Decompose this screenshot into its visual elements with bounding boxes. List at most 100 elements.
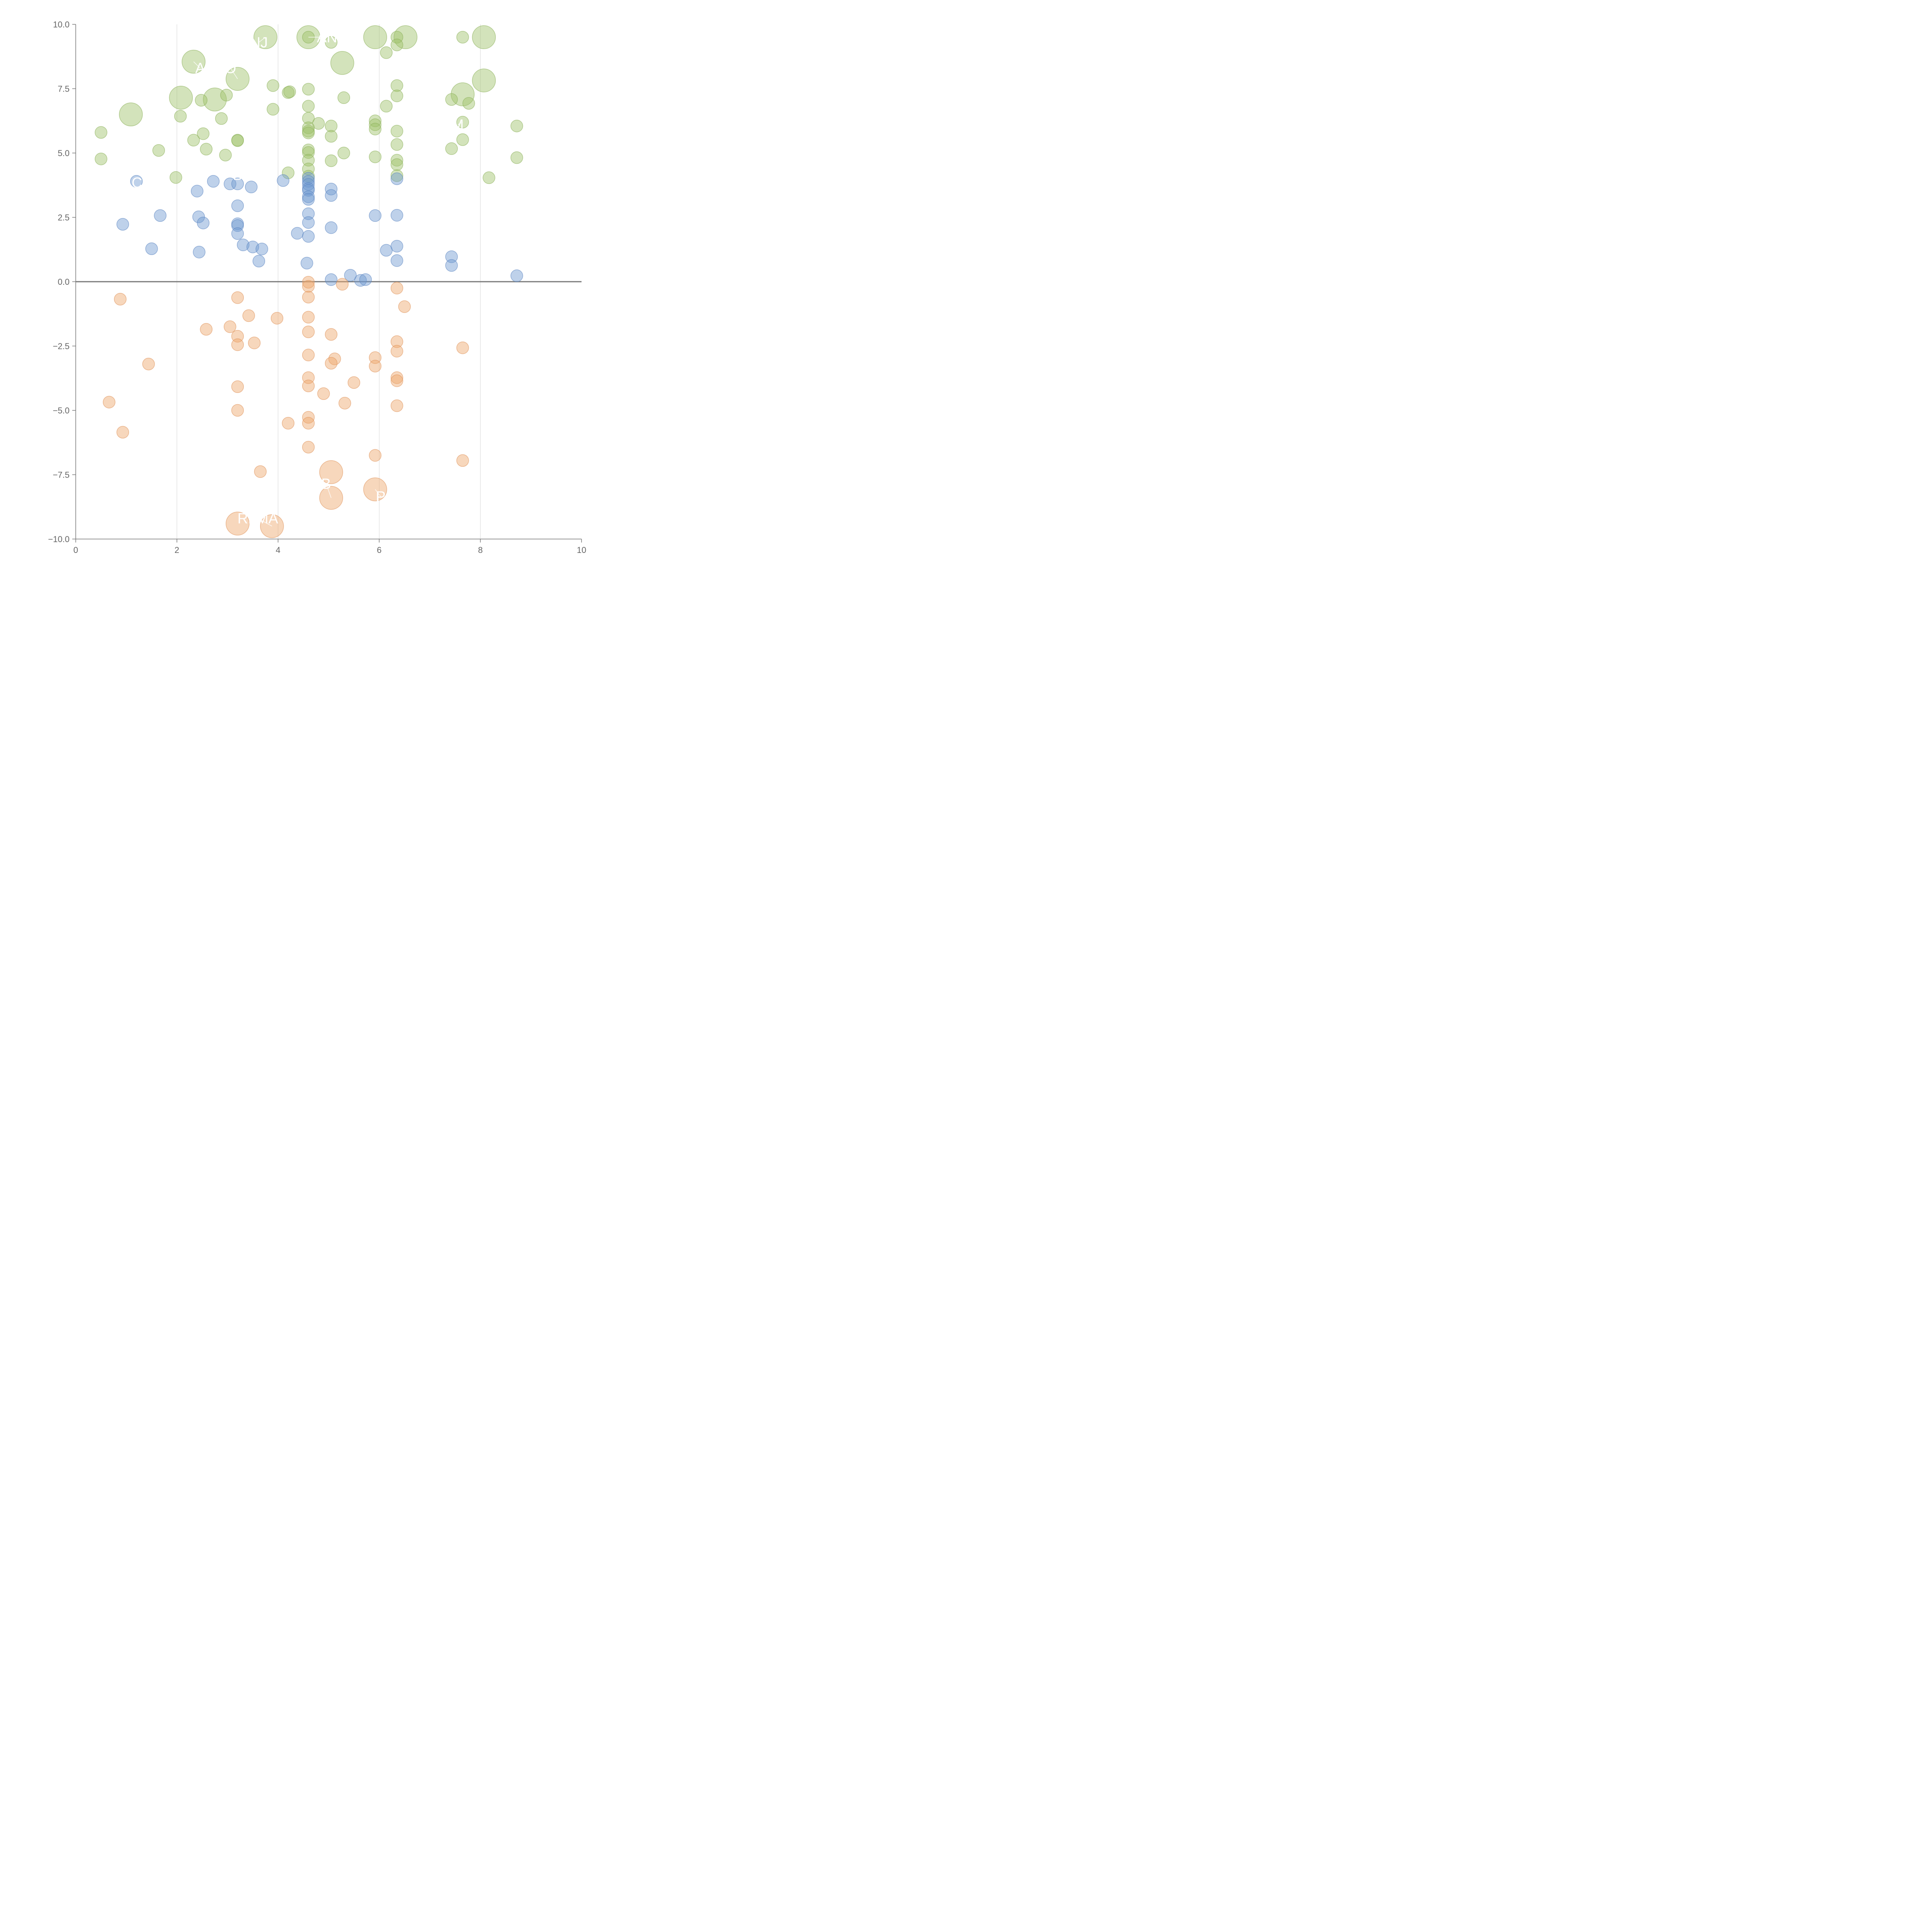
orange-point xyxy=(270,312,284,325)
blue-point xyxy=(231,227,244,240)
blue-point xyxy=(302,193,315,206)
y-tick-label: 10.0 xyxy=(53,20,70,29)
green-point xyxy=(302,112,315,125)
orange-point xyxy=(328,352,341,366)
green-point xyxy=(119,102,143,126)
blue-point xyxy=(325,182,338,196)
green-point xyxy=(472,25,496,49)
orange-point xyxy=(242,309,255,322)
green-point xyxy=(390,154,403,167)
label-leader-line xyxy=(230,68,238,79)
green-point xyxy=(95,126,107,139)
green-point xyxy=(393,25,418,49)
green-point xyxy=(325,154,338,167)
orange-point xyxy=(325,328,338,341)
blue-point xyxy=(116,218,129,231)
green-point xyxy=(302,143,315,156)
green-point xyxy=(380,100,393,113)
blue-point xyxy=(190,185,204,197)
green-point xyxy=(325,119,338,133)
green-point xyxy=(187,134,200,146)
point-label: C xyxy=(132,175,142,191)
blue-point xyxy=(291,227,304,240)
green-point xyxy=(282,167,295,179)
label-leader-line xyxy=(457,122,463,125)
blue-point xyxy=(302,184,315,197)
green-point xyxy=(390,31,403,44)
scatter-chart: 0 2 4 6 8 10 10.0 7.5 5.0 2.5 0.0 −2.5 −5.0 −7.5 −10.0… xyxy=(0,0,603,603)
orange-point xyxy=(103,396,116,408)
blue-point xyxy=(369,209,382,222)
orange-point xyxy=(231,338,244,351)
blue-point xyxy=(231,199,244,212)
green-point xyxy=(472,68,496,92)
green-point xyxy=(445,93,458,106)
point-label: O xyxy=(225,60,236,77)
blue-point xyxy=(237,238,250,252)
green-point xyxy=(380,46,393,59)
blue-point xyxy=(302,175,315,188)
green-point xyxy=(220,88,233,102)
x-tick-label: 0 xyxy=(73,545,78,555)
blue-point xyxy=(354,274,367,287)
blue-point xyxy=(380,244,393,257)
green-point xyxy=(337,146,350,160)
x-tick-label: 6 xyxy=(377,545,381,555)
green-point xyxy=(483,171,495,184)
point-label: B xyxy=(321,476,331,492)
orange-point xyxy=(338,397,351,410)
label-leader-line xyxy=(257,518,272,527)
orange-point xyxy=(302,440,315,454)
blue-point xyxy=(302,216,315,229)
blue-point xyxy=(302,190,315,203)
blue-point xyxy=(359,273,372,286)
orange-point xyxy=(369,449,382,462)
point-labels: NJ AN A O M B C B P RLMA xyxy=(132,29,464,527)
blue-point xyxy=(344,269,357,282)
orange-point xyxy=(302,311,315,324)
green-point xyxy=(283,85,296,98)
green-point xyxy=(369,150,382,163)
green-point xyxy=(152,144,165,157)
green-point xyxy=(456,31,469,44)
orange-point xyxy=(231,291,244,304)
orange-point xyxy=(116,426,129,439)
green-point xyxy=(302,100,315,113)
orange-point xyxy=(231,404,244,417)
green-point xyxy=(451,82,475,106)
blue-point xyxy=(255,243,268,255)
blue-point xyxy=(197,216,210,230)
orange-point xyxy=(231,380,244,393)
orange-point xyxy=(456,454,469,467)
blue-point xyxy=(145,242,158,255)
data-points xyxy=(95,25,523,538)
x-tick-label: 8 xyxy=(478,545,483,555)
point-label: RLMA xyxy=(237,511,278,527)
blue-point xyxy=(231,177,244,190)
blue-point xyxy=(325,189,338,202)
y-tick-label: −7.5 xyxy=(53,470,70,480)
label-leader-line xyxy=(193,61,201,68)
green-point xyxy=(390,138,403,151)
green-point xyxy=(302,126,315,139)
blue-point xyxy=(193,246,206,259)
blue-point xyxy=(300,257,313,270)
green-point xyxy=(219,149,232,162)
green-point xyxy=(302,163,315,175)
point-label: B xyxy=(233,167,242,184)
green-point xyxy=(197,127,210,140)
green-point xyxy=(302,154,315,167)
green-point xyxy=(390,125,403,138)
x-tick-label: 10 xyxy=(577,545,586,555)
green-point xyxy=(369,122,382,136)
blue-point xyxy=(154,209,167,222)
green-point xyxy=(195,94,207,107)
green-point xyxy=(337,91,350,104)
orange-point xyxy=(390,282,403,294)
blue-point xyxy=(390,172,403,185)
blue-point xyxy=(325,221,338,234)
blue-point xyxy=(390,240,403,253)
y-tick-label: 0.0 xyxy=(58,277,70,287)
green-point xyxy=(231,134,244,147)
label-leader-line xyxy=(326,483,332,498)
